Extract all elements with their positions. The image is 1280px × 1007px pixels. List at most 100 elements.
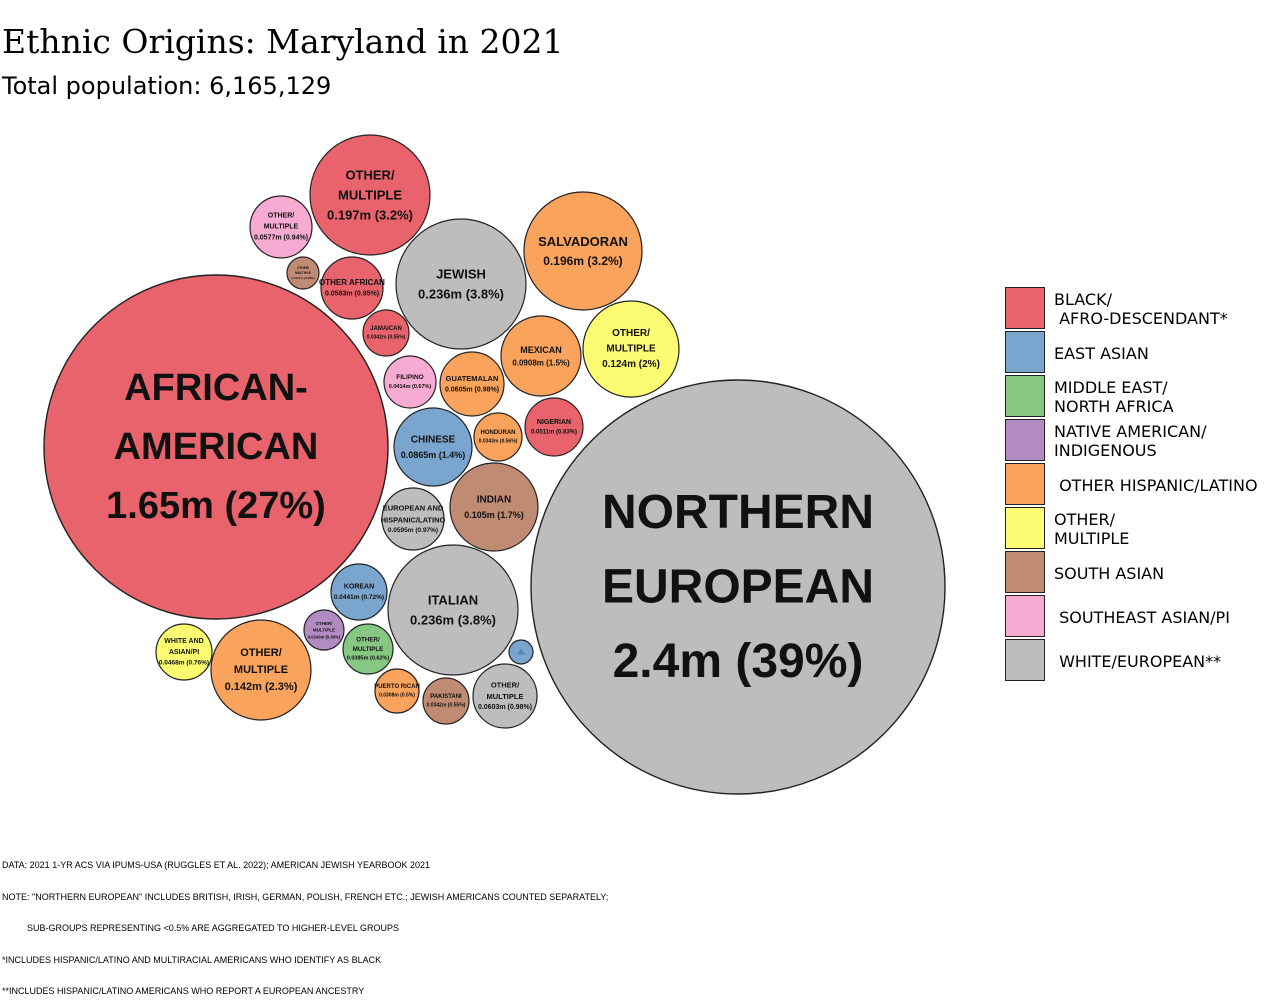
bubble-name-label: PAKISTANI (430, 694, 462, 700)
chart-subtitle: Total population: 6,165,129 (2, 72, 332, 100)
bubble-circle (439, 351, 505, 417)
legend-item-other-multiple: OTHER/ MULTIPLE (1005, 507, 1280, 551)
bubble-name-label: JEWISH (436, 266, 486, 281)
legend-swatch (1005, 463, 1045, 505)
bubble-filipino-sea: FILIPINO 0.0414m (0.67%) (383, 355, 437, 409)
legend-swatch (1005, 551, 1045, 593)
bubble-glyph (517, 648, 525, 655)
bubble-name-label: OTHER/ (315, 621, 333, 626)
bubble-value-label: 0.0243m (0.39%) (308, 634, 341, 639)
bubble-other-multiple-white: OTHER/MULTIPLE 0.0603m (0.98%) (472, 663, 538, 729)
bubble-circle (523, 191, 643, 311)
bubble-value-label: 0.105m (1.7%) (464, 510, 524, 520)
bubble-name-label: NIGERIAN (537, 419, 571, 426)
bubble-value-label: 0.0414m (0.67%) (389, 384, 432, 390)
bubble-name-label: OTHER/ (356, 636, 380, 643)
bubble-other-multiple-sea: OTHER/MULTIPLE 0.0577m (0.94%) (249, 195, 313, 259)
bubble-circle (582, 300, 680, 398)
bubble-mexican-hispanic: MEXICAN 0.0908m (1.5%) (500, 315, 582, 397)
bubble-value-label: 0.142m (2.3%) (225, 681, 298, 693)
bubble-other-multiple-other: OTHER/MULTIPLE 0.124m (2%) (582, 300, 680, 398)
note-line-black-footnote: *INCLUDES HISPANIC/LATINO AND MULTIRACIA… (2, 954, 382, 965)
note-line-northern-european: NOTE: "NORTHERN EUROPEAN" INCLUDES BRITI… (2, 891, 609, 902)
bubble-name-label: MULTIPLE (295, 271, 311, 275)
legend-swatch (1005, 287, 1045, 329)
bubble-puerto-rican-hispanic: PUERTO RICAN 0.0308m (0.5%) (374, 668, 420, 714)
bubble-name-label: MULTIPLE (353, 646, 383, 653)
note-line-white-footnote: **INCLUDES HISPANIC/LATINO AMERICANS WHO… (2, 986, 365, 996)
legend-swatch (1005, 639, 1045, 681)
bubble-indian-south-asian: INDIAN 0.105m (1.7%) (449, 462, 539, 552)
bubble-name-label: GUATEMALAN (446, 374, 499, 383)
legend-item-middle-east-north-africa: MIDDLE EAST/ NORTH AFRICA (1005, 375, 1280, 419)
legend-item-southeast-asian-pi: SOUTHEAST ASIAN/PI (1005, 595, 1280, 639)
bubble-value-label: 0.0908m (1.5%) (512, 358, 570, 367)
bubble-name-label: MULTIPLE (234, 664, 288, 676)
bubble-unlabeled-east-asian (508, 639, 534, 665)
bubble-value-label: 0.0577m (0.94%) (254, 234, 308, 241)
bubble-name-label: PUERTO RICAN (374, 684, 420, 690)
bubble-value-label: 2.4m (39%) (613, 635, 864, 688)
bubble-circle (383, 355, 437, 409)
bubble-circle (472, 663, 538, 729)
legend-label: OTHER HISPANIC/LATINO (1054, 475, 1258, 495)
bubble-value-label: 0.0342m (0.55%) (427, 703, 466, 709)
bubble-name-label: ASIAN/PI (169, 649, 199, 656)
bubble-value-label: 0.0595m (0.97%) (388, 527, 438, 534)
legend-label: SOUTHEAST ASIAN/PI (1054, 607, 1230, 627)
chart-title: Ethnic Origins: Maryland in 2021 (2, 22, 564, 61)
bubble-name-label: OTHER/ (240, 647, 282, 659)
legend-swatch (1005, 507, 1045, 549)
bubble-name-label: NORTHERN (602, 486, 874, 539)
bubble-circle (473, 412, 523, 462)
bubble-name-label: AFRICAN- (124, 367, 308, 409)
legend-label: NATIVE AMERICAN/ INDIGENOUS (1054, 422, 1207, 460)
bubble-name-label: SALVADORAN (538, 234, 628, 249)
bubble-african-american-black: AFRICAN- AMERICAN 1.65m (27%) (43, 274, 389, 620)
bubble-name-label: INDIAN (477, 495, 511, 506)
bubble-circle (286, 256, 320, 290)
bubble-pakistani-south-asian: PAKISTANI 0.0342m (0.55%) (422, 677, 470, 725)
bubble-name-label: HONDURAN (481, 430, 516, 436)
bubble-circle (155, 623, 213, 681)
bubble-circle (449, 462, 539, 552)
bubble-name-label: JAMAICAN (370, 326, 402, 332)
bubble-name-label: FILIPINO (396, 374, 423, 381)
bubble-italian-white: ITALIAN 0.236m (3.8%) (387, 544, 519, 676)
bubble-white-and-asian-pi-other: WHITE AND ASIAN/PI 0.0468m (0.76%) (155, 623, 213, 681)
legend-swatch (1005, 331, 1045, 373)
bubble-value-label: 0.0865m (1.4%) (401, 450, 466, 460)
bubble-circle (387, 544, 519, 676)
bubble-circle (43, 274, 389, 620)
bubble-guatemalan-hispanic: GUATEMALAN 0.0605m (0.98%) (439, 351, 505, 417)
bubble-circle (362, 309, 410, 357)
bubble-value-label: 0.0511m (0.83%) (531, 429, 577, 435)
bubble-other-multiple-hispanic: OTHER/MULTIPLE 0.142m (2.3%) (210, 619, 312, 721)
legend-item-east-asian: EAST ASIAN (1005, 331, 1280, 375)
bubble-name-label: MULTIPLE (313, 628, 335, 633)
bubble-jamaican-black: JAMAICAN 0.0342m (0.55%) (362, 309, 410, 357)
bubble-value-label: 0.0171m (0.28%) (291, 276, 314, 280)
bubble-circle (303, 609, 345, 651)
legend-item-south-asian: SOUTH ASIAN (1005, 551, 1280, 595)
bubble-jewish-white: JEWISH 0.236m (3.8%) (395, 218, 527, 350)
bubble-value-label: 0.0603m (0.98%) (478, 704, 532, 711)
bubble-circle (374, 668, 420, 714)
bubble-circle (342, 623, 394, 675)
bubble-name-label: AMERICAN (114, 426, 319, 468)
bubble-korean-east-asian: KOREAN 0.0441m (0.72%) (330, 563, 388, 621)
bubble-name-label: ITALIAN (428, 592, 478, 607)
bubble-name-label: MULTIPLE (338, 188, 402, 203)
note-line-subgroups: SUB-GROUPS REPRESENTING <0.5% ARE AGGREG… (2, 923, 400, 933)
bubble-name-label: MEXICAN (520, 345, 562, 355)
source-notes: DATA: 2021 1-YR ACS VIA IPUMS-USA (RUGGL… (2, 839, 608, 1007)
bubble-other-multiple-black: OTHER/MULTIPLE 0.197m (3.2%) (309, 134, 431, 256)
bubble-name-label: OTHER/ (612, 328, 650, 339)
legend-item-native-american-indigenous: NATIVE AMERICAN/ INDIGENOUS (1005, 419, 1280, 463)
bubble-name-label: OTHER/ (345, 167, 395, 182)
bubble-name-label: WHITE AND (164, 638, 203, 645)
bubble-european-and-hispanic-latino-white: EUROPEAN AND HISPANIC/LATINO 0.0595m (0.97… (381, 487, 446, 551)
bubble-name-label: EUROPEAN AND (383, 504, 444, 513)
bubble-salvadoran-hispanic: SALVADORAN 0.196m (3.2%) (523, 191, 643, 311)
